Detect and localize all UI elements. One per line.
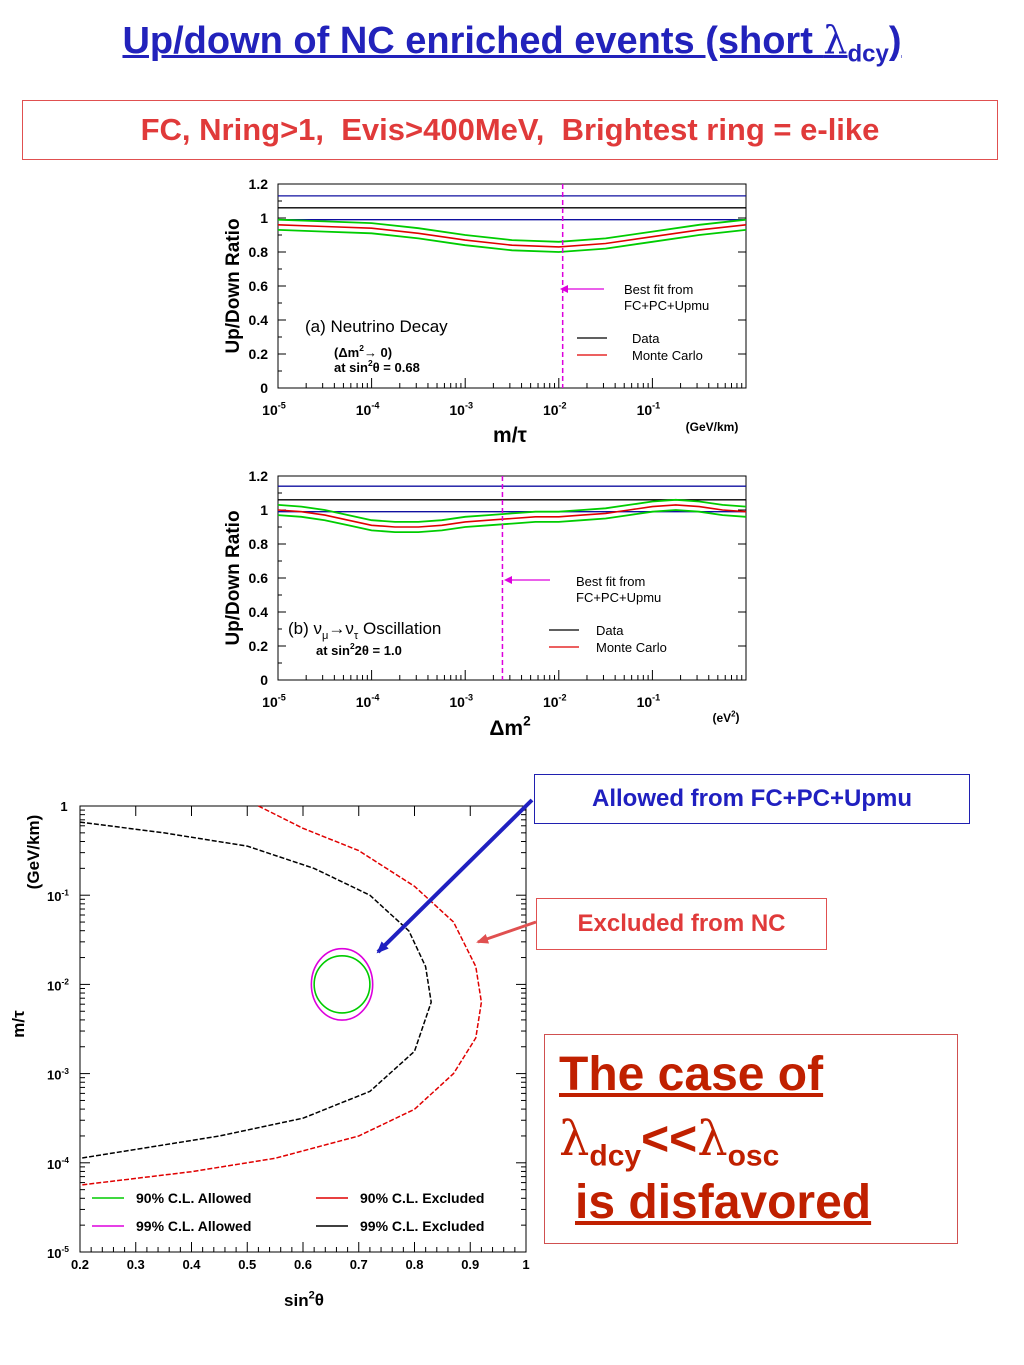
x-tick-label: 10-4 <box>356 693 381 710</box>
x-axis-label: Δm2 <box>489 714 531 740</box>
y-tick-label: 0 <box>260 672 268 688</box>
x-tick-label: 10-3 <box>449 401 473 418</box>
x-tick-label: 0.8 <box>405 1257 423 1272</box>
y-axis-label: Up/Down Ratio <box>223 510 244 645</box>
y-tick-label: 1.2 <box>249 176 269 192</box>
best-fit-arrowhead <box>504 576 512 584</box>
x-axis-label: m/τ <box>493 424 528 447</box>
mc-band-lower <box>277 509 747 533</box>
legend-entry: 90% C.L. Excluded <box>360 1190 484 1206</box>
y-tick-label: 1.2 <box>249 468 269 484</box>
x-tick-label: 10-2 <box>543 693 567 710</box>
legend-entry: Monte Carlo <box>632 348 703 363</box>
allowed-arrow <box>376 798 534 954</box>
contour-90-excluded <box>79 805 483 1186</box>
panel-sublabel: at sin22θ = 1.0 <box>316 641 402 658</box>
y-tick-label: 1 <box>260 210 268 226</box>
y-axis-label: m/τ <box>9 1010 28 1038</box>
contour-99-allowed <box>310 947 374 1021</box>
lambda-symbol: λ <box>697 1111 728 1167</box>
excluded-arrow <box>476 920 537 944</box>
y-tick-label: 1 <box>60 799 67 814</box>
y-tick-label: 10-1 <box>47 887 69 904</box>
y-axis-unit: (GeV/km) <box>24 815 43 890</box>
x-tick-label: 10-2 <box>543 401 567 418</box>
mc-line <box>277 224 747 248</box>
x-tick-label: 0.3 <box>127 1257 145 1272</box>
y-tick-label: 0 <box>260 380 268 396</box>
y-tick-label: 0.8 <box>249 536 269 552</box>
panel-label: (a) Neutrino Decay <box>305 317 448 336</box>
legend-entry: Monte Carlo <box>596 640 667 655</box>
best-fit-arrowhead <box>560 285 568 293</box>
y-tick-label: 10-4 <box>47 1155 69 1172</box>
best-fit-label: Best fit from <box>624 282 693 297</box>
x-tick-label: 0.2 <box>71 1257 89 1272</box>
legend-entry: Data <box>596 623 624 638</box>
conclusion-line-3: is disfavored <box>575 1176 872 1229</box>
y-tick-label: 0.6 <box>249 570 269 586</box>
y-tick-label: 0.6 <box>249 278 269 294</box>
panel-oscillation: 0 0.2 0.4 0.6 0.8 1 1.2 10-5 10-4 10-3 10-2 10-1 Up/… <box>223 468 747 740</box>
mc-band-upper <box>277 498 747 523</box>
panel-sublabel-2: at sin2θ = 0.68 <box>334 358 420 375</box>
conclusion-line-2: λdcy<<λosc <box>559 1111 780 1173</box>
legend-entry: 90% C.L. Allowed <box>136 1190 251 1206</box>
excluded-callout: Excluded from NC <box>536 898 827 950</box>
mc-band-lower <box>277 229 747 253</box>
y-axis-label: Up/Down Ratio <box>223 218 244 353</box>
x-tick-label: 0.5 <box>238 1257 256 1272</box>
legend-entry: 99% C.L. Allowed <box>136 1218 251 1234</box>
lambda-symbol: λ <box>559 1111 590 1167</box>
x-tick-label: 0.9 <box>461 1257 479 1272</box>
mc-band-upper <box>277 218 747 243</box>
selection-cuts-box: FC, Nring>1, Evis>400MeV, Brightest ring… <box>22 100 998 160</box>
x-tick-label: 1 <box>522 1257 529 1272</box>
panel-exclusion-contours: 0.2 0.3 0.4 0.5 0.6 0.7 0.8 0.9 1 10-5 10-4 10-3 10-… <box>9 799 530 1310</box>
y-tick-label: 0.4 <box>249 604 269 620</box>
title-subscript: dcy <box>847 40 889 68</box>
best-fit-label: FC+PC+Upmu <box>576 590 661 605</box>
x-tick-label: 0.4 <box>182 1257 201 1272</box>
y-tick-label: 10-2 <box>47 977 69 994</box>
x-axis-label: sin2θ <box>284 1289 324 1310</box>
lambda-symbol: λ <box>823 18 848 62</box>
x-tick-label: 10-1 <box>637 693 661 710</box>
legend-entry: 99% C.L. Excluded <box>360 1218 484 1234</box>
contour-90-allowed <box>313 955 371 1014</box>
y-tick-label: 1 <box>260 502 268 518</box>
x-tick-label: 10-3 <box>449 693 473 710</box>
best-fit-label: FC+PC+Upmu <box>624 298 709 313</box>
y-tick-label: 0.8 <box>249 244 269 260</box>
x-tick-label: 0.6 <box>294 1257 312 1272</box>
best-fit-label: Best fit from <box>576 574 645 589</box>
page-title: Up/down of NC enriched events (short λdc… <box>122 18 902 68</box>
y-tick-label: 0.2 <box>249 346 269 362</box>
x-tick-label: 10-4 <box>356 401 381 418</box>
y-tick-label: 0.2 <box>249 638 269 654</box>
panel-sublabel-1: (Δm2→ 0) <box>334 343 392 360</box>
conclusion-line-1: The case of <box>559 1048 824 1101</box>
contour-99-excluded <box>79 821 432 1160</box>
x-axis-unit: (eV2) <box>712 710 739 725</box>
panel-neutrino-decay: 0 0.2 0.4 0.6 0.8 1 1.2 10-5 10-4 10-3 10-2 10-1 Up/… <box>223 176 747 447</box>
legend-entry: Data <box>632 331 660 346</box>
x-tick-label: 10-1 <box>637 401 661 418</box>
x-axis-unit: (GeV/km) <box>686 420 739 434</box>
x-tick-label: 0.7 <box>350 1257 368 1272</box>
y-tick-label: 0.4 <box>249 312 269 328</box>
mc-line <box>277 504 747 528</box>
x-tick-label: 10-5 <box>262 401 286 418</box>
allowed-callout: Allowed from FC+PC+Upmu <box>534 774 970 824</box>
x-tick-label: 10-5 <box>262 693 286 710</box>
y-tick-label: 10-3 <box>47 1066 69 1083</box>
panel-label: (b) νμ→ντ Oscillation <box>288 619 441 642</box>
y-tick-label: 10-5 <box>47 1244 69 1261</box>
conclusion-box: The case of λdcy<<λosc is disfavored <box>544 1034 958 1244</box>
